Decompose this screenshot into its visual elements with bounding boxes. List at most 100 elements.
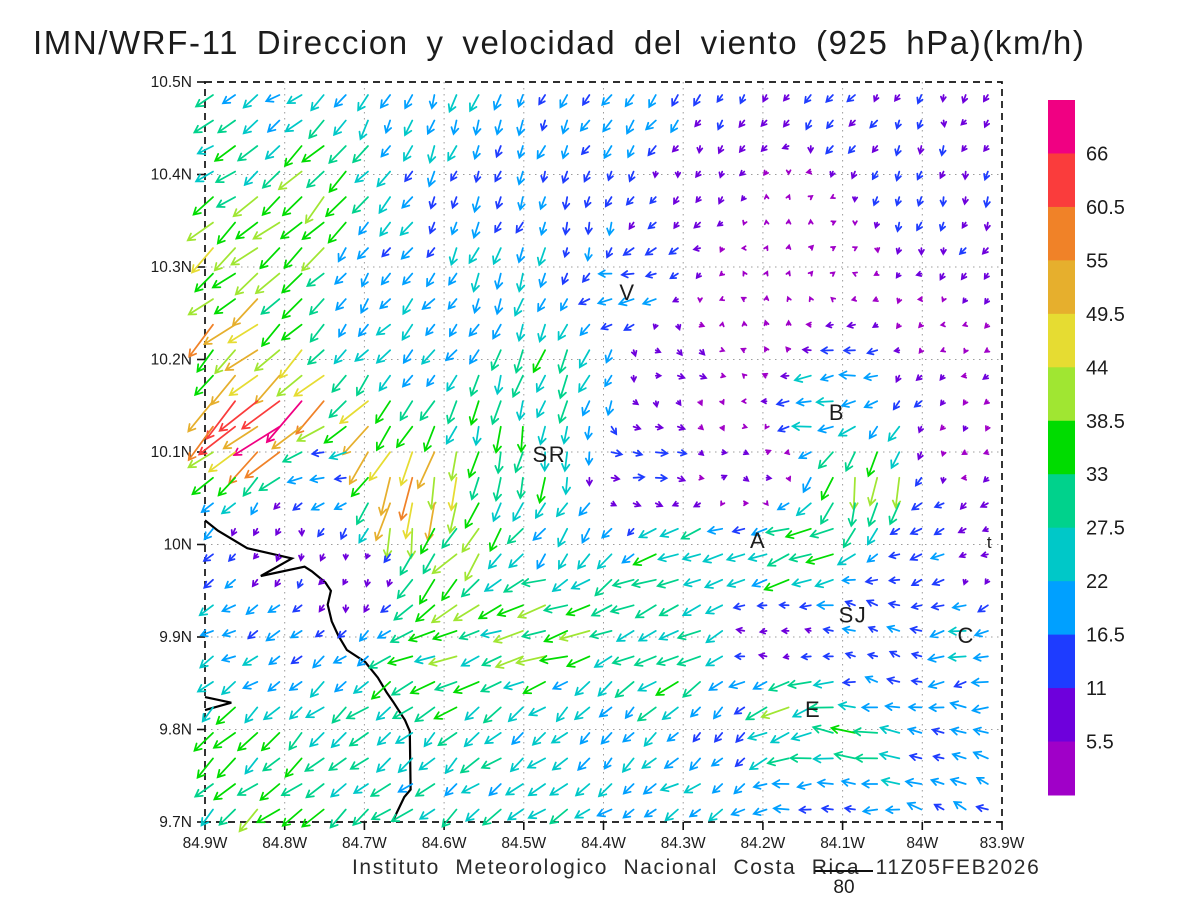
wind-arrow: [604, 374, 613, 388]
wind-arrow: [187, 400, 214, 433]
wind-arrow: [230, 527, 238, 537]
wind-arrow: [281, 808, 303, 827]
wind-arrow: [304, 706, 325, 719]
wind-arrow: [418, 808, 436, 820]
wind-arrow: [298, 553, 305, 562]
wind-arrow: [916, 119, 924, 130]
wind-arrow: [590, 604, 613, 617]
wind-arrow: [516, 400, 526, 422]
wind-arrow: [927, 703, 945, 713]
wind-arrow: [404, 94, 414, 110]
wind-arrow: [254, 374, 281, 405]
wind-arrow: [426, 374, 436, 388]
wind-arrow: [494, 145, 503, 159]
wind-arrow: [555, 502, 569, 518]
wind-arrow: [601, 527, 613, 539]
wind-arrow: [281, 451, 303, 463]
wind-arrow: [413, 655, 436, 665]
wind-arrow: [283, 145, 303, 168]
wind-arrow: [540, 119, 548, 132]
wind-arrow: [600, 732, 613, 745]
wind-arrow: [847, 502, 857, 528]
wind-arrow: [584, 221, 593, 236]
wind-arrow: [221, 94, 236, 105]
wind-arrow: [910, 502, 923, 511]
wind-arrow: [328, 170, 347, 194]
wind-arrow: [482, 706, 502, 724]
wind-arrow: [537, 323, 547, 343]
wind-arrow: [785, 169, 792, 176]
wind-arrow: [738, 169, 746, 177]
wind-arrow: [983, 119, 990, 129]
wind-arrow: [418, 757, 436, 771]
wind-arrow: [494, 655, 524, 669]
wind-arrow: [763, 244, 769, 252]
wind-arrow: [817, 451, 834, 470]
wind-arrow: [376, 425, 391, 452]
wind-arrow: [597, 783, 613, 798]
wind-arrow: [334, 681, 347, 693]
wind-arrow: [970, 677, 989, 687]
wind-arrow: [213, 247, 236, 272]
wind-arrow: [186, 221, 214, 242]
wind-arrow: [644, 247, 657, 256]
wind-arrow: [212, 783, 236, 801]
wind-arrow: [983, 145, 990, 153]
wind-arrow: [216, 221, 236, 245]
wind-arrow: [276, 374, 303, 397]
wind-arrow: [446, 502, 458, 535]
wind-arrow: [717, 145, 725, 155]
wind-arrow: [781, 143, 790, 150]
wind-arrow: [846, 321, 856, 329]
wind-arrow: [624, 706, 635, 720]
wind-arrow: [328, 451, 347, 461]
wind-arrow: [655, 655, 679, 666]
wind-arrow: [652, 323, 659, 331]
wind-arrow: [782, 119, 790, 128]
wind-arrow: [502, 578, 524, 593]
wind-arrow: [228, 374, 259, 397]
wind-arrow: [906, 801, 923, 811]
wind-arrow: [446, 374, 458, 392]
wind-arrow: [215, 706, 236, 725]
wind-arrow: [513, 349, 524, 374]
wind-arrow: [383, 553, 391, 564]
wind-arrow: [583, 170, 591, 183]
wind-arrow: [364, 578, 371, 588]
colorbar-label: 33: [1086, 464, 1108, 486]
wind-arrow: [414, 783, 436, 797]
wind-arrow: [551, 578, 569, 593]
wind-arrow: [538, 196, 547, 211]
wind-arrow: [867, 502, 879, 528]
wind-arrow: [929, 629, 945, 639]
wind-arrow: [721, 449, 728, 456]
wind-arrow: [444, 757, 458, 775]
wind-arrow: [328, 757, 347, 772]
wind-arrow: [719, 246, 725, 253]
wind-arrow: [491, 502, 502, 523]
wind-arrow: [356, 247, 369, 260]
wind-arrow: [940, 94, 947, 103]
wind-arrow: [483, 578, 502, 592]
wind-arrow: [374, 502, 391, 542]
wind-arrow: [537, 425, 547, 446]
wind-arrow: [896, 297, 903, 305]
wind-arrow: [696, 145, 704, 155]
wind-arrow: [288, 706, 303, 720]
wind-arrow: [914, 476, 923, 487]
wind-arrow: [615, 630, 635, 642]
wind-arrow: [643, 808, 657, 818]
wind-arrow: [841, 678, 856, 687]
wind-arrow: [631, 349, 638, 358]
wind-arrow: [763, 270, 769, 277]
wind-arrow: [402, 502, 414, 540]
wind-arrow: [712, 706, 724, 720]
wind-arrow: [682, 578, 701, 588]
wind-arrow: [245, 604, 259, 616]
y-tick-label: 9.8N: [159, 722, 192, 739]
wind-arrow: [961, 145, 968, 153]
wind-arrow: [808, 244, 815, 251]
wind-arrow: [414, 706, 436, 723]
wind-arrow: [933, 803, 945, 811]
